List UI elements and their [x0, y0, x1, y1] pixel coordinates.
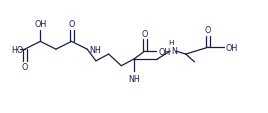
Text: OH: OH: [158, 47, 171, 56]
Text: O: O: [205, 26, 211, 35]
Text: N: N: [171, 46, 177, 55]
Text: OH: OH: [34, 20, 46, 29]
Text: O: O: [142, 30, 148, 39]
Text: H: H: [168, 40, 174, 46]
Text: O: O: [68, 20, 75, 29]
Text: HO: HO: [11, 45, 23, 54]
Text: NH: NH: [128, 74, 140, 83]
Text: OH: OH: [226, 43, 238, 52]
Text: NH: NH: [89, 45, 101, 54]
Text: O: O: [21, 63, 28, 72]
